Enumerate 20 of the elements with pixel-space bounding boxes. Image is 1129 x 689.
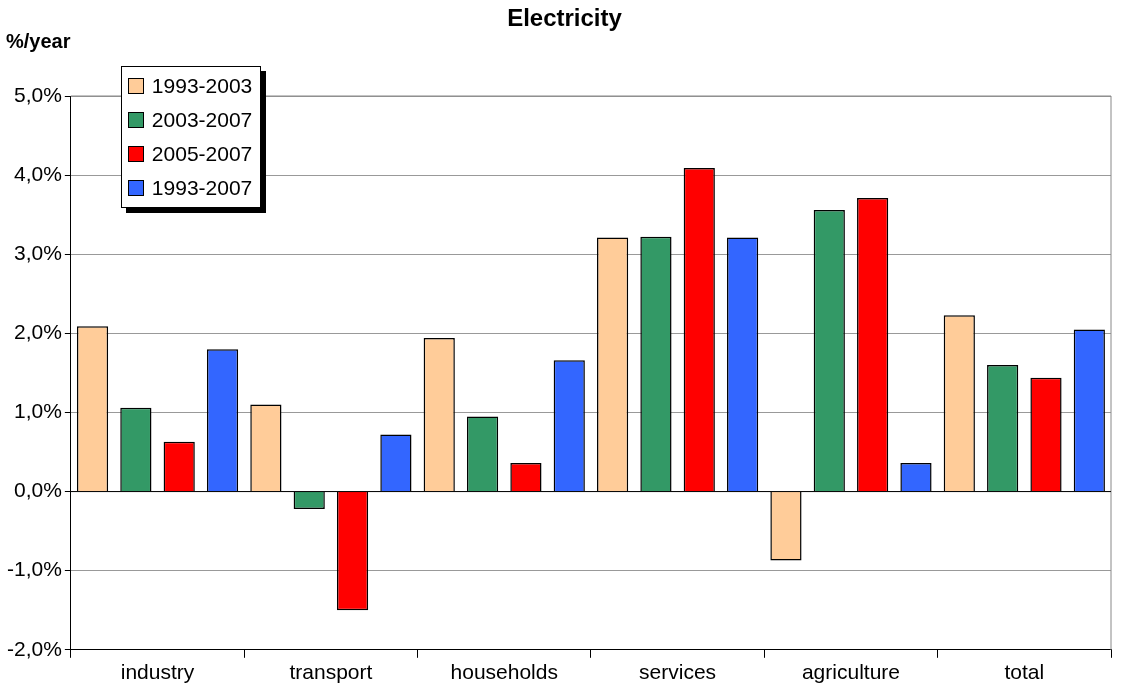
- y-axis-title: %/year: [6, 30, 71, 53]
- chart-title: Electricity: [507, 4, 622, 31]
- y-tick-label: -1,0%: [7, 557, 62, 581]
- y-tick-label: -2,0%: [7, 636, 62, 660]
- legend-label: 1993-2003: [151, 74, 253, 98]
- legend-label: 1993-2007: [151, 176, 253, 200]
- y-tick-label: 0,0%: [13, 478, 62, 502]
- x-tick-label: agriculture: [801, 660, 900, 684]
- y-tick-label: 2,0%: [13, 320, 62, 344]
- y-tick-label: 1,0%: [13, 399, 62, 423]
- x-tick-label: transport: [289, 660, 373, 684]
- y-tick-label: 4,0%: [13, 161, 62, 185]
- x-tick-label: households: [450, 660, 558, 684]
- y-tick-label: 3,0%: [13, 241, 62, 265]
- y-tick-label: 5,0%: [13, 82, 62, 106]
- x-tick-label: industry: [120, 660, 195, 684]
- x-tick-label: total: [1004, 660, 1045, 684]
- x-tick-label: services: [639, 660, 717, 684]
- legend-label: 2005-2007: [151, 142, 253, 166]
- legend-label: 2003-2007: [151, 108, 253, 132]
